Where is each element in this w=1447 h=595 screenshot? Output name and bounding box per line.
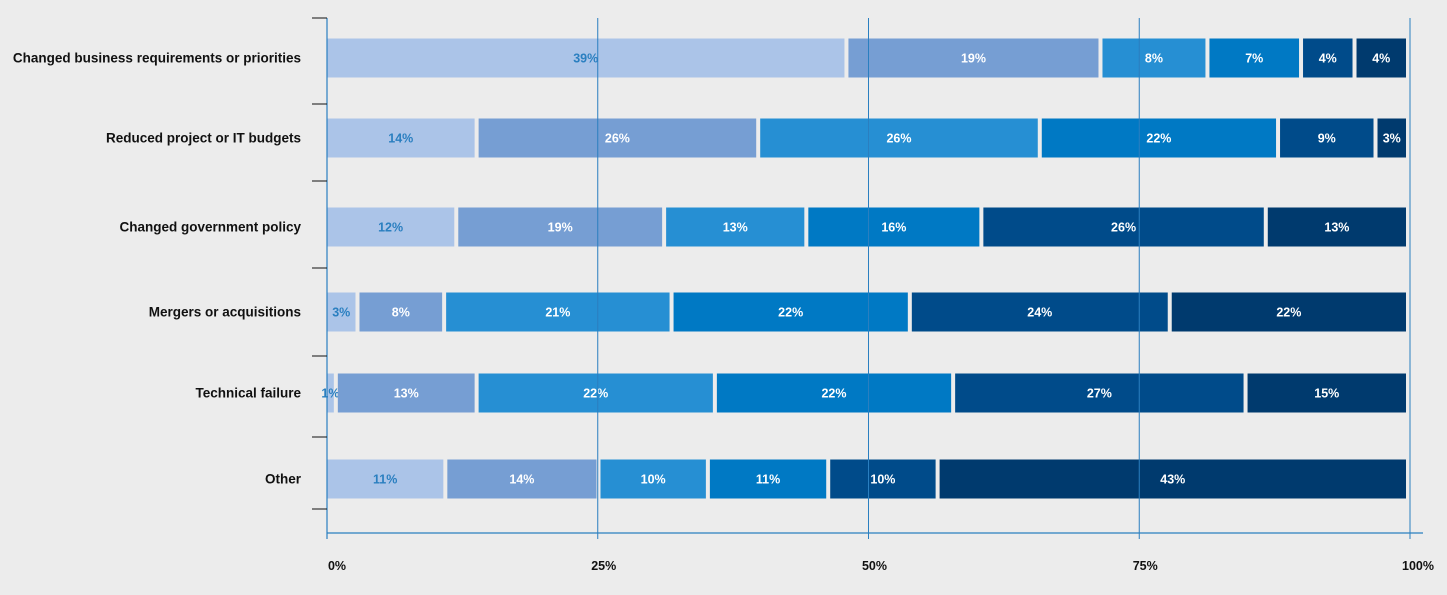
data-label: 11% (756, 473, 780, 487)
category-label: Changed government policy (119, 220, 301, 235)
bar-segment (1377, 118, 1406, 158)
data-label: 19% (548, 221, 573, 235)
x-tick-label: 0% (328, 559, 346, 573)
bar-segment (359, 292, 443, 332)
bar-segment (760, 118, 1038, 158)
bar-segment (337, 373, 475, 413)
data-label: 22% (821, 387, 846, 401)
bar-segment (1041, 118, 1277, 158)
data-label: 7% (1245, 52, 1263, 66)
bar-segment (447, 459, 597, 499)
data-label: 8% (1145, 52, 1163, 66)
data-label: 22% (1276, 306, 1301, 320)
data-label: 13% (1324, 221, 1349, 235)
bar-segment (478, 373, 713, 413)
data-label: 26% (1111, 221, 1136, 235)
bar-segment (458, 207, 663, 247)
data-label: 15% (1314, 387, 1339, 401)
bar-segment (716, 373, 952, 413)
data-label: 13% (723, 221, 748, 235)
data-label: 24% (1027, 306, 1052, 320)
category-label: Mergers or acquisitions (149, 305, 301, 320)
data-label: 3% (332, 306, 350, 320)
bar-segment (327, 38, 845, 78)
bar-segment (911, 292, 1168, 332)
data-label: 11% (373, 473, 397, 487)
bar-segment (830, 459, 936, 499)
bar-segment (1102, 38, 1206, 78)
bar-segment (1303, 38, 1353, 78)
bar-segment (478, 118, 757, 158)
bar-segment (327, 459, 444, 499)
data-label: 43% (1160, 473, 1185, 487)
data-label: 21% (545, 306, 570, 320)
bar-segment (1247, 373, 1406, 413)
data-label: 3% (1383, 132, 1401, 146)
data-label: 14% (509, 473, 534, 487)
category-label: Other (265, 472, 302, 487)
data-label: 26% (605, 132, 630, 146)
x-tick-label: 100% (1402, 559, 1434, 573)
bar-segment (446, 292, 670, 332)
bar-segment (709, 459, 827, 499)
bar-segment (848, 38, 1099, 78)
bar-segment (327, 207, 455, 247)
bar-segment (808, 207, 980, 247)
data-label: 10% (641, 473, 666, 487)
x-tick-label: 25% (591, 559, 616, 573)
category-label: Technical failure (195, 386, 301, 401)
bar-segment (1280, 118, 1374, 158)
x-tick-label: 50% (862, 559, 887, 573)
bar-segment (955, 373, 1244, 413)
data-label: 14% (388, 132, 413, 146)
bar-segment (327, 373, 334, 413)
bar-segment (1267, 207, 1406, 247)
data-label: 39% (573, 52, 598, 66)
bar-segment (600, 459, 706, 499)
bar-segment (939, 459, 1406, 499)
data-label: 8% (392, 306, 410, 320)
data-label: 1% (321, 387, 339, 401)
data-label: 4% (1372, 52, 1390, 66)
data-label: 22% (778, 306, 803, 320)
category-label: Reduced project or IT budgets (106, 131, 301, 146)
data-label: 12% (378, 221, 403, 235)
data-label: 26% (886, 132, 911, 146)
bar-segment (666, 207, 805, 247)
data-label: 22% (583, 387, 608, 401)
data-label: 19% (961, 52, 986, 66)
data-label: 4% (1319, 52, 1337, 66)
data-label: 22% (1146, 132, 1171, 146)
category-label: Changed business requirements or priorit… (13, 51, 301, 66)
bar-segment (327, 292, 356, 332)
data-label: 9% (1318, 132, 1336, 146)
bar-segment (327, 118, 475, 158)
bar-segment (1171, 292, 1406, 332)
data-label: 10% (870, 473, 895, 487)
bar-segment (1356, 38, 1406, 78)
data-label: 27% (1087, 387, 1112, 401)
bar-segment (983, 207, 1264, 247)
bar-segment (1209, 38, 1300, 78)
data-label: 16% (881, 221, 906, 235)
data-label: 13% (394, 387, 419, 401)
x-tick-label: 75% (1133, 559, 1158, 573)
